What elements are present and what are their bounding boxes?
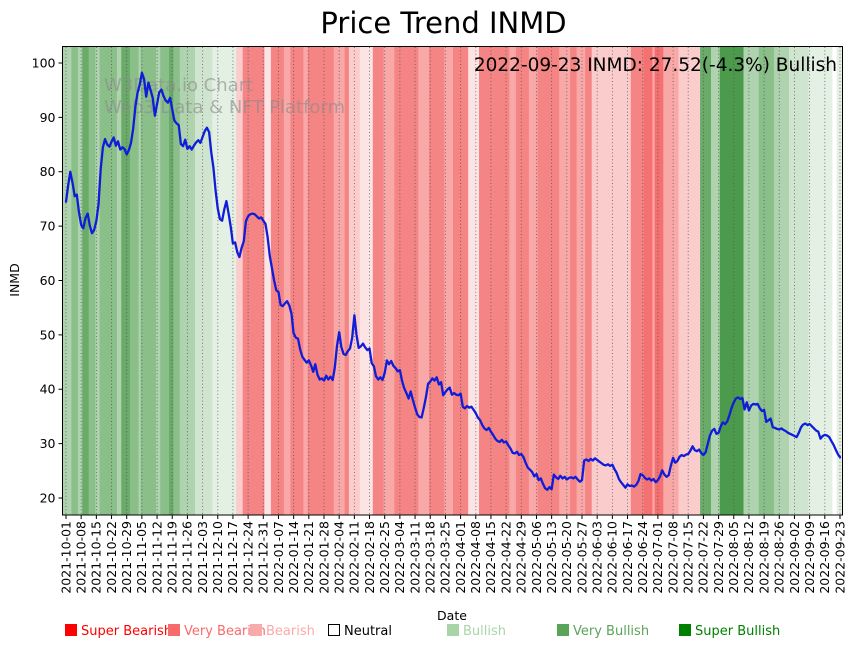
svg-text:2021-10-22: 2021-10-22 <box>104 521 119 594</box>
svg-text:2022-02-04: 2022-02-04 <box>332 521 347 594</box>
svg-text:2022-02-11: 2022-02-11 <box>347 521 362 594</box>
svg-text:2022-07-01: 2022-07-01 <box>650 521 665 594</box>
svg-text:2022-08-19: 2022-08-19 <box>756 521 771 594</box>
svg-text:2021-12-24: 2021-12-24 <box>240 521 255 594</box>
svg-text:2022-04-22: 2022-04-22 <box>498 521 513 594</box>
svg-text:2022-09-16: 2022-09-16 <box>817 521 832 594</box>
svg-text:2022-05-27: 2022-05-27 <box>574 521 589 594</box>
svg-text:2022-07-22: 2022-07-22 <box>696 521 711 594</box>
axes-frame-and-ticks <box>58 46 843 519</box>
watermark-line1: W3Data.io Chart <box>104 75 253 96</box>
svg-text:2022-01-07: 2022-01-07 <box>271 521 286 594</box>
svg-text:2022-07-08: 2022-07-08 <box>665 521 680 594</box>
watermark-line2: Web3 Data & NFT Platform <box>104 97 345 118</box>
svg-text:80: 80 <box>40 164 56 179</box>
svg-text:2022-05-20: 2022-05-20 <box>559 521 574 594</box>
svg-text:50: 50 <box>40 327 56 342</box>
svg-text:30: 30 <box>40 436 56 451</box>
svg-text:2022-03-25: 2022-03-25 <box>438 521 453 594</box>
svg-text:2022-06-03: 2022-06-03 <box>590 521 605 594</box>
svg-text:40: 40 <box>40 382 56 397</box>
svg-text:2022-09-02: 2022-09-02 <box>787 521 802 594</box>
svg-text:2022-07-29: 2022-07-29 <box>711 521 726 594</box>
svg-text:2022-06-17: 2022-06-17 <box>620 521 635 594</box>
svg-text:2021-11-05: 2021-11-05 <box>134 521 149 594</box>
svg-text:2022-03-11: 2022-03-11 <box>407 521 422 594</box>
svg-text:2021-10-15: 2021-10-15 <box>89 521 104 594</box>
svg-text:2021-12-03: 2021-12-03 <box>195 521 210 594</box>
svg-text:2022-09-09: 2022-09-09 <box>802 521 817 594</box>
svg-text:2021-11-12: 2021-11-12 <box>149 521 164 594</box>
svg-text:2021-11-26: 2021-11-26 <box>180 521 195 594</box>
svg-text:2021-10-08: 2021-10-08 <box>74 521 89 594</box>
chart-title: Price Trend INMD <box>320 6 567 40</box>
svg-text:2022-08-12: 2022-08-12 <box>741 521 756 594</box>
svg-text:2022-03-18: 2022-03-18 <box>423 521 438 594</box>
svg-text:2021-12-31: 2021-12-31 <box>256 521 271 594</box>
svg-text:2022-08-26: 2022-08-26 <box>772 521 787 594</box>
svg-text:100: 100 <box>32 55 56 70</box>
svg-text:2022-01-21: 2022-01-21 <box>301 521 316 594</box>
svg-text:2021-12-10: 2021-12-10 <box>210 521 225 594</box>
svg-text:90: 90 <box>40 110 56 125</box>
y-axis-label: INMD <box>7 263 22 296</box>
svg-text:2022-07-15: 2022-07-15 <box>681 521 696 594</box>
svg-text:70: 70 <box>40 219 56 234</box>
svg-text:2022-04-15: 2022-04-15 <box>483 521 498 594</box>
latest-price-annotation: 2022-09-23 INMD: 27.52(-4.3%) Bullish <box>473 55 837 76</box>
svg-text:2022-03-04: 2022-03-04 <box>392 521 407 594</box>
svg-text:2022-04-01: 2022-04-01 <box>453 521 468 594</box>
svg-text:2022-05-06: 2022-05-06 <box>529 521 544 594</box>
svg-text:20: 20 <box>40 490 56 505</box>
svg-text:2021-10-01: 2021-10-01 <box>58 521 73 594</box>
svg-text:2021-11-19: 2021-11-19 <box>165 521 180 594</box>
svg-text:2022-04-08: 2022-04-08 <box>468 521 483 594</box>
x-axis-label: Date <box>437 608 467 623</box>
svg-text:2022-01-14: 2022-01-14 <box>286 521 301 594</box>
svg-text:2022-02-25: 2022-02-25 <box>377 521 392 594</box>
svg-text:2022-06-10: 2022-06-10 <box>605 521 620 594</box>
svg-text:2022-04-29: 2022-04-29 <box>514 521 529 594</box>
svg-text:2022-01-28: 2022-01-28 <box>316 521 331 594</box>
price-line <box>64 71 842 491</box>
svg-text:60: 60 <box>40 273 56 288</box>
sentiment-background-bands <box>62 46 843 515</box>
svg-text:2022-06-24: 2022-06-24 <box>635 521 650 594</box>
svg-text:2022-02-18: 2022-02-18 <box>362 521 377 594</box>
svg-text:2021-12-17: 2021-12-17 <box>225 521 240 594</box>
svg-text:2022-05-13: 2022-05-13 <box>544 521 559 594</box>
svg-text:2022-08-05: 2022-08-05 <box>726 521 741 594</box>
svg-text:2022-09-23: 2022-09-23 <box>832 521 847 594</box>
svg-text:2021-10-29: 2021-10-29 <box>119 521 134 594</box>
